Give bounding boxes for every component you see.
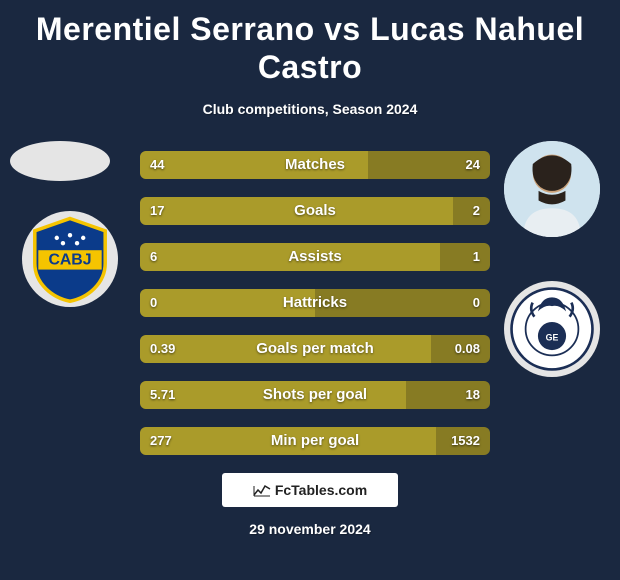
stat-label: Goals (140, 197, 490, 225)
comparison-region: CABJ GE 44Matches24 17Goals2 6Assists1 0Hat… (0, 151, 620, 455)
stat-label: Hattricks (140, 289, 490, 317)
page-title: Merentiel Serrano vs Lucas Nahuel Castro (0, 0, 620, 87)
boca-badge-icon: CABJ (26, 215, 114, 303)
stat-value-right: 2 (473, 197, 480, 225)
stat-bar: 5.71Shots per goal18 (140, 381, 490, 409)
player-left-photo (10, 141, 110, 181)
stat-bar: 17Goals2 (140, 197, 490, 225)
stat-label: Goals per match (140, 335, 490, 363)
fctables-label: FcTables.com (275, 482, 367, 498)
gimnasia-badge-icon: GE (508, 285, 596, 373)
stat-label: Assists (140, 243, 490, 271)
player-right-photo (504, 141, 600, 237)
chart-icon (253, 483, 271, 497)
stat-label: Min per goal (140, 427, 490, 455)
stat-value-right: 24 (466, 151, 480, 179)
svg-text:CABJ: CABJ (48, 251, 91, 268)
stat-value-right: 1 (473, 243, 480, 271)
club-left-badge: CABJ (22, 211, 118, 307)
stat-value-right: 18 (466, 381, 480, 409)
stat-bar: 6Assists1 (140, 243, 490, 271)
comparison-bars: 44Matches2417Goals26Assists10Hattricks00… (140, 151, 490, 455)
stat-bar: 0Hattricks0 (140, 289, 490, 317)
page-subtitle: Club competitions, Season 2024 (0, 101, 620, 117)
club-right-badge: GE (504, 281, 600, 377)
footer-date: 29 november 2024 (0, 521, 620, 537)
stat-bar: 0.39Goals per match0.08 (140, 335, 490, 363)
stat-value-right: 1532 (451, 427, 480, 455)
stat-label: Shots per goal (140, 381, 490, 409)
stat-value-right: 0.08 (455, 335, 480, 363)
stat-label: Matches (140, 151, 490, 179)
player-silhouette-icon (504, 141, 600, 237)
fctables-logo: FcTables.com (222, 473, 398, 507)
stat-value-right: 0 (473, 289, 480, 317)
svg-text:GE: GE (546, 332, 559, 342)
stat-bar: 44Matches24 (140, 151, 490, 179)
stat-bar: 277Min per goal1532 (140, 427, 490, 455)
